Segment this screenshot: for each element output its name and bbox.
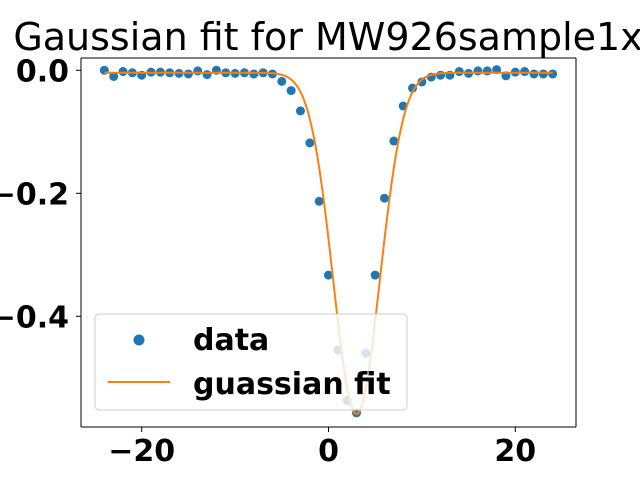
series-layer [99,65,558,418]
legend-marker-data [133,334,145,346]
x-tick-label: 20 [494,434,536,469]
chart-title: Gaussian fit for MW926sample1x [13,15,640,59]
y-tick-label: −0.2 [0,177,69,212]
data-point [380,193,390,203]
data-point [202,70,212,80]
data-point [118,67,128,77]
data-point [408,83,418,93]
data-point [482,66,492,76]
data-point [305,138,315,148]
data-point [183,69,193,79]
data-point [520,67,530,77]
y-tick-label: −0.4 [0,300,69,335]
data-point [249,69,259,79]
data-point [286,86,296,96]
y-tick-label: 0.0 [16,54,69,89]
data-point [538,69,548,79]
x-axis-ticks: −20 0 20 [108,427,536,469]
x-tick-label: 0 [318,434,339,469]
data-point [417,77,427,87]
data-point [109,71,119,81]
legend-label-data: data [193,323,269,358]
data-point [370,270,380,280]
data-point [529,69,539,79]
data-point [193,66,203,76]
legend: data guassian fit [94,313,408,411]
data-point [548,69,558,79]
fit-line [104,71,553,416]
x-tick-label: −20 [108,434,175,469]
data-point [277,76,287,86]
y-axis-ticks: 0.0 −0.2 −0.4 [0,54,81,335]
data-point [473,66,483,76]
data-point [314,196,324,206]
data-point [436,70,446,80]
data-point [454,67,464,77]
legend-label-fit: guassian fit [193,367,391,402]
data-point [389,136,399,146]
legend-box [94,313,408,411]
data-point [324,270,333,280]
data-point [295,106,305,116]
